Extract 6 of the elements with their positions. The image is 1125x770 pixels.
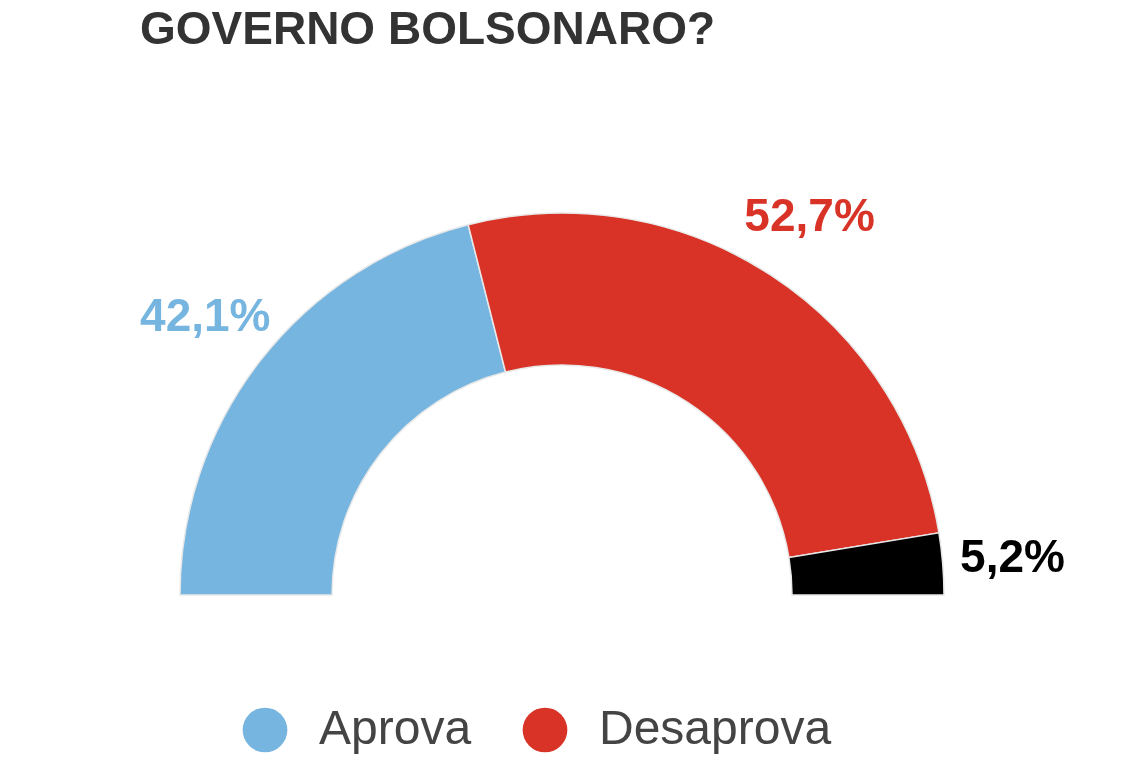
chart-title: GOVERNO BOLSONARO? <box>140 2 716 54</box>
legend-label: Desaprova <box>599 701 832 754</box>
data-label: 5,2% <box>960 530 1065 583</box>
data-label: 52,7% <box>744 188 875 241</box>
legend-label: Aprova <box>319 701 472 754</box>
data-label: 42,1% <box>140 289 271 342</box>
